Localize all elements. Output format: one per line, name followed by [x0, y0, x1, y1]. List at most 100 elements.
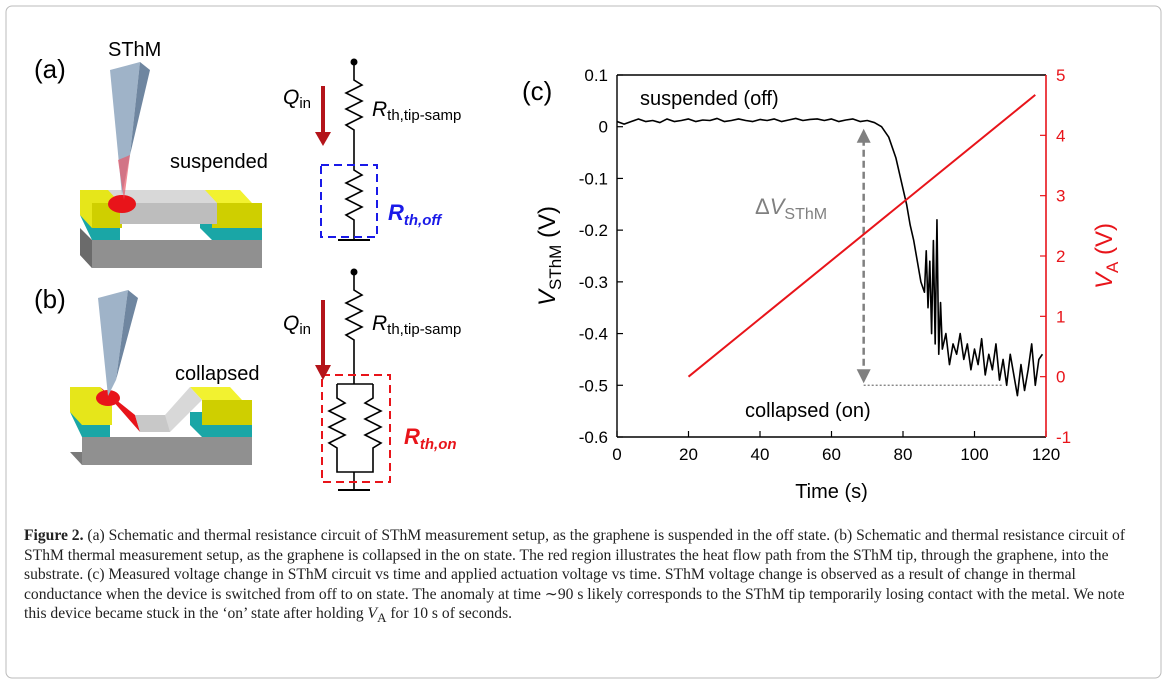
panel-a-part: (a) [34, 54, 66, 84]
y-tick-label: 0 [599, 118, 608, 137]
circuit-on-part [344, 272, 364, 384]
panel-a-part: suspended [170, 151, 268, 173]
circuit-off-part [315, 132, 331, 146]
y-tick-label: -0.1 [579, 169, 608, 188]
y2-label-main: V [1091, 271, 1118, 289]
device-collapsed-part [135, 415, 170, 432]
y2-axis-label: VA (V) [1091, 223, 1122, 289]
panel-c-part: (c) [522, 76, 552, 106]
device-suspended-part [92, 240, 262, 268]
annotation: suspended (off) [640, 88, 779, 110]
device-suspended-part [108, 195, 136, 213]
frame [5, 5, 1162, 679]
y-tick-label: -0.5 [579, 376, 608, 395]
device-suspended-part [108, 190, 217, 203]
device-collapsed-part [82, 437, 252, 465]
y-tick-label: -0.3 [579, 273, 608, 292]
x-tick-label: 120 [1032, 445, 1060, 464]
r-tip: Rth,tip-samp [372, 312, 461, 338]
circuit-off-part [320, 164, 378, 238]
device-collapsed [70, 290, 252, 465]
r-tip-part: th,tip-samp [387, 321, 461, 338]
y2-label-unit: (V) [1091, 223, 1118, 262]
y-tick-label: -0.2 [579, 221, 608, 240]
device-suspended-part [130, 62, 150, 155]
r-tip-part: R [372, 98, 387, 121]
device-suspended-part [212, 203, 262, 228]
x-tick-label: 100 [960, 445, 988, 464]
y2-tick-label: 4 [1056, 126, 1065, 145]
circuit-on-part [321, 374, 391, 483]
r-tip-part: R [372, 312, 387, 335]
r-off-part: R [388, 200, 404, 225]
q-in: Qin [283, 86, 311, 112]
arrow-head [856, 128, 871, 143]
delta-main: V [770, 194, 787, 219]
caption-symbol-sub: A [377, 610, 387, 626]
y-label-unit: (V) [534, 206, 561, 245]
y2-tick-label: 1 [1056, 307, 1065, 326]
y-tick-label: -0.6 [579, 428, 608, 447]
caption-label: Figure 2. [24, 527, 84, 544]
r-off: Rth,off [388, 200, 443, 229]
q-in-part: in [299, 321, 311, 338]
y2-tick-label: 5 [1056, 66, 1065, 85]
device-suspended [80, 62, 262, 268]
device-suspended-part [118, 155, 130, 200]
x-tick-label: 60 [822, 445, 841, 464]
r-off-part: th,off [404, 212, 443, 229]
caption-text-end: for 10 s of seconds. [386, 605, 513, 623]
delta-label: ΔVSThM [755, 194, 827, 223]
q-in-part: Q [283, 312, 299, 335]
delta-symbol: Δ [755, 194, 770, 219]
y-label-sub: SThM [546, 245, 565, 290]
caption: Figure 2. (a) Schematic and thermal resi… [24, 526, 1142, 628]
device-collapsed-part [100, 387, 202, 432]
y2-tick-label: 0 [1056, 368, 1065, 387]
y-tick-label: -0.4 [579, 325, 608, 344]
caption-symbol: V [367, 605, 378, 623]
x-axis-label: Time (s) [795, 481, 868, 503]
circuit-on [315, 268, 391, 491]
q-in-part: Q [283, 86, 299, 109]
panel-b-part: collapsed [175, 363, 260, 385]
r-on-part: R [404, 424, 420, 449]
device-collapsed-part [98, 290, 128, 396]
annotation: collapsed (on) [745, 400, 871, 422]
r-tip: Rth,tip-samp [372, 98, 461, 124]
delta-sub: SThM [784, 206, 827, 223]
x-tick-label: 40 [751, 445, 770, 464]
device-collapsed-part [116, 290, 138, 380]
y2-tick-label: 2 [1056, 247, 1065, 266]
circuit-off-part [344, 62, 364, 240]
r-tip-part: th,tip-samp [387, 107, 461, 124]
r-on: Rth,on [404, 424, 457, 453]
device-collapsed-part [96, 390, 120, 406]
caption-text: (a) Schematic and thermal resistance cir… [24, 527, 1126, 623]
series-line [687, 94, 1036, 378]
y-axis-label: VSThM (V) [534, 206, 565, 306]
device-suspended-part [120, 203, 217, 224]
panel-a: (a) SThM suspended Qi [34, 39, 461, 268]
circuit-on-part [315, 365, 331, 380]
y2-tick-label: -1 [1056, 428, 1071, 447]
device-suspended-part [110, 62, 140, 195]
arrow-head [856, 369, 871, 384]
y-label-main: V [534, 288, 561, 306]
circuit-off [315, 58, 378, 241]
r-on-part: th,on [420, 436, 457, 453]
q-in: Qin [283, 312, 311, 338]
circuit-on-part [327, 384, 383, 473]
device-suspended-part [80, 228, 92, 268]
panel-a-part: SThM [108, 39, 161, 61]
x-tick-label: 20 [679, 445, 698, 464]
y-tick-label: 0.1 [584, 66, 608, 85]
y2-tick-label: 3 [1056, 187, 1065, 206]
panel-b: (b) collapsed Qin [34, 268, 461, 491]
q-in-part: in [299, 95, 311, 112]
x-tick-label: 0 [612, 445, 621, 464]
x-tick-label: 80 [894, 445, 913, 464]
panel-b-part: (b) [34, 284, 66, 314]
